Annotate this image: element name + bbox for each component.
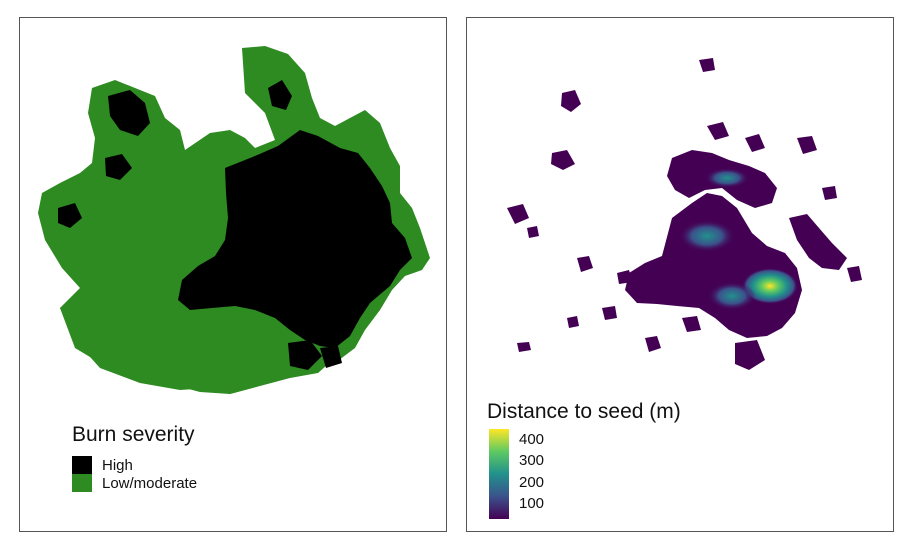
seed-distance-patch-9	[707, 122, 729, 140]
high-swatch	[72, 456, 92, 474]
seed-distance-area-main	[625, 193, 802, 338]
legend-item-low-moderate: Low/moderate	[72, 474, 197, 492]
seed-distance-patch-4	[577, 256, 593, 272]
burn-severity-map	[38, 46, 430, 394]
high-burn-patch-n	[268, 80, 292, 110]
legend-item-high: High	[72, 456, 133, 474]
seed-distance-patch-5	[527, 226, 539, 238]
low-moderate-swatch	[72, 474, 92, 492]
high-burn-area	[178, 130, 412, 348]
colorbar-tick-label: 400	[519, 430, 545, 448]
seed-distance-patch-2	[551, 150, 575, 170]
high-burn-patch-se	[320, 346, 342, 368]
seed-distance-patch-8	[645, 336, 661, 352]
seed-distance-patch-11	[797, 136, 817, 154]
seed-distance-hotspot-2	[679, 220, 735, 252]
colorbar-tick-label: 100	[519, 495, 545, 512]
high-burn-patch-nw	[108, 90, 150, 136]
seed-distance-hotspot-1	[742, 268, 798, 304]
high-burn-patch-sw	[58, 203, 82, 228]
seed-distance-patch-7	[735, 340, 765, 370]
colorbar-tick-label: 200	[519, 473, 545, 491]
colorbar-tick-label: 300	[519, 452, 545, 470]
low-moderate-burn-area-south	[60, 298, 335, 394]
burn-severity-legend-title: Burn severity	[72, 423, 195, 446]
seed-distance-patch-6	[602, 306, 617, 320]
seed-distance-patch-10	[745, 134, 765, 152]
seed-distance-patch-13	[699, 58, 715, 72]
seed-distance-hotspot-4	[705, 168, 749, 188]
legend-label-low-moderate: Low/moderate	[102, 474, 198, 492]
seed-distance-patch-1	[561, 90, 581, 112]
distance-to-seed-map	[507, 58, 862, 370]
high-burn-patch-s	[288, 340, 322, 370]
seed-distance-patch-14	[617, 270, 633, 284]
seed-distance-patch-15	[682, 316, 701, 332]
seed-distance-patch-18	[567, 316, 579, 328]
seed-distance-patch-3	[507, 204, 529, 224]
legend-label-high: High	[102, 456, 133, 474]
seed-distance-patch-12	[822, 186, 837, 200]
distance-colorbar	[489, 429, 509, 519]
burn-severity-panel: Burn severity High Low/moderate	[19, 17, 447, 532]
seed-distance-area-ne	[789, 214, 847, 270]
high-burn-patch-w	[105, 154, 132, 180]
distance-legend-title: Distance to seed (m)	[487, 400, 681, 423]
seed-distance-hotspot-3	[708, 282, 756, 310]
distance-to-seed-panel: Distance to seed (m) 400 300 200 100	[466, 17, 894, 532]
seed-distance-patch-17	[517, 342, 531, 352]
seed-distance-patch-16	[847, 266, 862, 282]
